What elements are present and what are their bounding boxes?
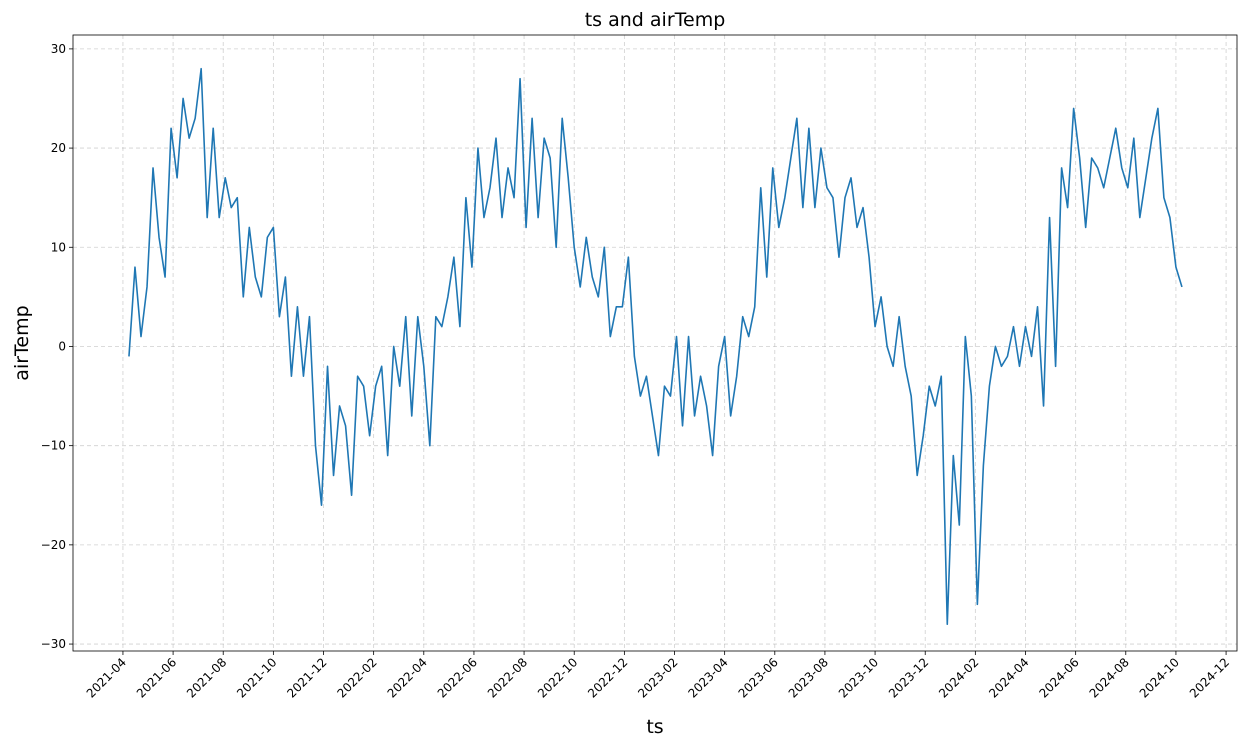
data-line: [128, 67, 1183, 626]
y-tick-label: 30: [51, 42, 66, 56]
x-tick-label: 2023-02: [635, 655, 680, 700]
x-tick-label: 2021-10: [234, 655, 279, 700]
x-tick-label: 2024-02: [936, 655, 981, 700]
x-tick-label: 2021-06: [134, 655, 179, 700]
x-axis-label: ts: [646, 716, 663, 738]
x-tick-label: 2024-12: [1187, 655, 1232, 700]
x-tick-label: 2022-02: [334, 655, 379, 700]
plot-frame: [72, 34, 1238, 652]
x-tick-label: 2021-12: [284, 655, 329, 700]
y-tick-label: −20: [41, 538, 66, 552]
x-tick-label: 2023-12: [886, 655, 931, 700]
y-tick-label: 10: [51, 240, 66, 254]
x-tick-label: 2023-04: [685, 655, 730, 700]
y-tick-label: 0: [58, 339, 66, 353]
x-tick-label: 2024-04: [986, 655, 1031, 700]
chart-title: ts and airTemp: [585, 9, 726, 31]
y-tick-label: −30: [41, 637, 66, 651]
x-tick-label: 2022-10: [535, 655, 580, 700]
y-axis-label: airTemp: [11, 305, 33, 380]
x-tick-label: 2021-04: [84, 655, 129, 700]
x-tick-label: 2022-04: [385, 655, 430, 700]
x-tick-label: 2024-08: [1087, 655, 1132, 700]
x-tick-label: 2021-08: [184, 655, 229, 700]
x-tick-label: 2023-08: [786, 655, 831, 700]
y-tick-label: 20: [51, 141, 66, 155]
x-tick-label: 2023-06: [736, 655, 781, 700]
y-tick-label: −10: [41, 439, 66, 453]
x-tick-label: 2022-06: [435, 655, 480, 700]
x-tick-label: 2022-12: [585, 655, 630, 700]
x-tick-label: 2022-08: [485, 655, 530, 700]
x-tick-label: 2024-10: [1137, 655, 1182, 700]
x-tick-label: 2023-10: [836, 655, 881, 700]
x-tick-label: 2024-06: [1036, 655, 1081, 700]
